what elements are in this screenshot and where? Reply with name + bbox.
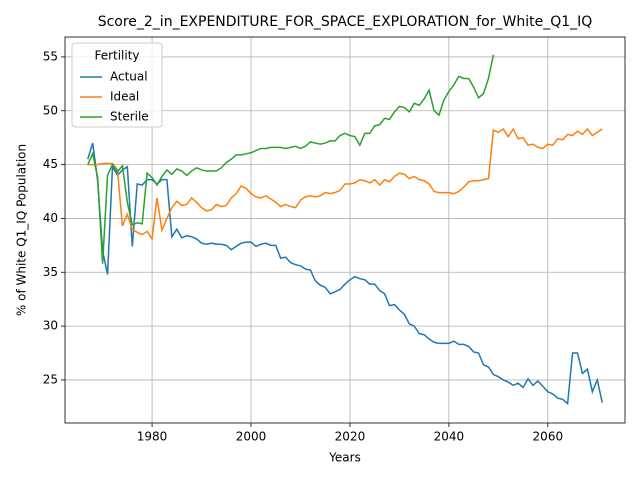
- x-axis-label: Years: [328, 451, 361, 465]
- x-tick-label: 2020: [335, 430, 366, 444]
- legend: Fertility Actual Ideal Sterile: [71, 42, 163, 128]
- line-series: [87, 127, 603, 242]
- x-tick-label: 2060: [533, 430, 564, 444]
- legend-title: Fertility: [94, 49, 139, 63]
- y-tick-label: 25: [43, 372, 58, 386]
- y-tick-label: 55: [43, 49, 58, 63]
- y-tick-label: 40: [43, 211, 58, 225]
- line-series: [87, 54, 495, 264]
- chart-title: Score_2_in_EXPENDITURE_FOR_SPACE_EXPLORA…: [98, 14, 593, 30]
- plot-frame: [64, 36, 626, 424]
- x-tick-label: 2000: [236, 430, 267, 444]
- line-series: [87, 142, 603, 406]
- legend-label: Ideal: [110, 90, 139, 104]
- y-tick-label: 35: [43, 265, 58, 279]
- y-tick-label: 30: [43, 319, 58, 333]
- x-tick-label: 2040: [434, 430, 465, 444]
- legend-label: Actual: [110, 70, 148, 84]
- x-tick-label: 1980: [137, 430, 168, 444]
- y-tick-label: 45: [43, 157, 58, 171]
- legend-label: Sterile: [110, 110, 149, 124]
- legend-box: [71, 42, 163, 128]
- y-tick-label: 50: [43, 103, 58, 117]
- y-axis-label: % of White Q1_IQ Population: [15, 144, 29, 316]
